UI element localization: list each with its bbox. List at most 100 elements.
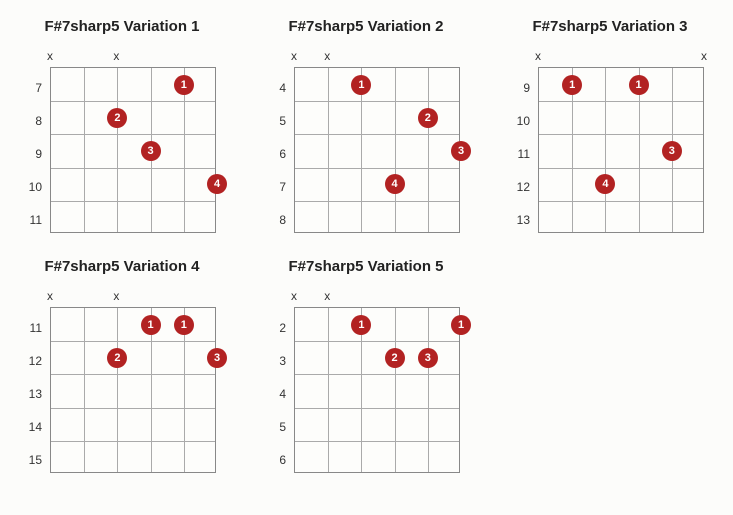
fret-label: 2 [266, 321, 286, 335]
fret-line [539, 101, 703, 102]
fretboard: 1234 [50, 67, 216, 233]
mute-row: xx [294, 49, 466, 63]
finger-dot: 4 [207, 174, 227, 194]
string-line [117, 308, 118, 472]
mute-row: xx [50, 49, 222, 63]
fret-line [51, 374, 215, 375]
chord-diagram: F#7sharp5 Variation 4xx11121314151123 [22, 258, 222, 480]
fretboard: 1123 [294, 307, 460, 473]
fret-line [295, 168, 459, 169]
mute-mark: x [291, 49, 297, 63]
fret-label: 4 [266, 387, 286, 401]
mute-mark: x [701, 49, 707, 63]
finger-dot: 3 [451, 141, 471, 161]
finger-dot: 1 [451, 315, 471, 335]
fret-label: 9 [22, 147, 42, 161]
chord-diagram: F#7sharp5 Variation 3xx9101112131134 [510, 18, 710, 240]
string-line [395, 68, 396, 232]
fret-label: 8 [266, 213, 286, 227]
string-line [84, 68, 85, 232]
fret-label: 10 [22, 180, 42, 194]
string-line [84, 308, 85, 472]
chord-grid: F#7sharp5 Variation 1xx78910111234F#7sha… [22, 18, 722, 480]
fret-label: 6 [266, 453, 286, 467]
mute-mark: x [324, 49, 330, 63]
fret-line [51, 168, 215, 169]
fret-label: 11 [22, 213, 42, 227]
chord-diagram: F#7sharp5 Variation 2xx456781234 [266, 18, 466, 240]
fret-label: 3 [266, 354, 286, 368]
finger-dot: 1 [141, 315, 161, 335]
fret-label: 14 [22, 420, 42, 434]
mute-mark: x [535, 49, 541, 63]
finger-dot: 4 [385, 174, 405, 194]
finger-dot: 3 [418, 348, 438, 368]
fret-label: 12 [510, 180, 530, 194]
fret-label: 13 [22, 387, 42, 401]
diagram: xx11121314151123 [22, 285, 222, 480]
fret-label: 11 [22, 321, 42, 335]
fret-line [51, 441, 215, 442]
fretboard: 1234 [294, 67, 460, 233]
fret-label: 10 [510, 114, 530, 128]
string-line [428, 308, 429, 472]
mute-mark: x [47, 49, 53, 63]
fret-line [295, 441, 459, 442]
fret-line [51, 134, 215, 135]
fret-line [295, 101, 459, 102]
finger-dot: 2 [107, 108, 127, 128]
string-line [328, 308, 329, 472]
finger-dot: 1 [174, 315, 194, 335]
finger-dot: 1 [629, 75, 649, 95]
chord-diagram: F#7sharp5 Variation 1xx78910111234 [22, 18, 222, 240]
finger-dot: 2 [418, 108, 438, 128]
finger-dot: 3 [662, 141, 682, 161]
mute-mark: x [47, 289, 53, 303]
fret-label: 12 [22, 354, 42, 368]
mute-mark: x [113, 289, 119, 303]
fret-label: 13 [510, 213, 530, 227]
fret-line [51, 201, 215, 202]
fret-line [51, 408, 215, 409]
mute-row: xx [294, 289, 466, 303]
fret-line [51, 101, 215, 102]
fret-line [51, 341, 215, 342]
fret-label: 15 [22, 453, 42, 467]
diagram: xx234561123 [266, 285, 466, 480]
fret-line [539, 201, 703, 202]
diagram: xx9101112131134 [510, 45, 710, 240]
fret-line [295, 341, 459, 342]
string-line [395, 308, 396, 472]
fret-label: 4 [266, 81, 286, 95]
chord-diagram: F#7sharp5 Variation 5xx234561123 [266, 258, 466, 480]
diagram: xx456781234 [266, 45, 466, 240]
finger-dot: 3 [141, 141, 161, 161]
diagram: xx78910111234 [22, 45, 222, 240]
fret-label: 9 [510, 81, 530, 95]
finger-dot: 1 [351, 75, 371, 95]
finger-dot: 1 [562, 75, 582, 95]
fret-label: 11 [510, 147, 530, 161]
chord-title: F#7sharp5 Variation 4 [22, 258, 222, 275]
fret-label: 5 [266, 420, 286, 434]
fret-label: 5 [266, 114, 286, 128]
fret-line [295, 408, 459, 409]
fretboard: 1 1 3 4 [538, 67, 704, 233]
mute-row: xx [538, 49, 710, 63]
string-line [428, 68, 429, 232]
finger-dot: 4 [595, 174, 615, 194]
finger-dot: 2 [107, 348, 127, 368]
chord-title: F#7sharp5 Variation 1 [22, 18, 222, 35]
fret-line [539, 134, 703, 135]
finger-dot: 2 [385, 348, 405, 368]
chord-title: F#7sharp5 Variation 3 [510, 18, 710, 35]
string-line [605, 68, 606, 232]
fret-label: 7 [266, 180, 286, 194]
fret-label: 6 [266, 147, 286, 161]
fret-label: 7 [22, 81, 42, 95]
chord-title: F#7sharp5 Variation 5 [266, 258, 466, 275]
fret-line [295, 201, 459, 202]
finger-dot: 1 [174, 75, 194, 95]
fret-line [295, 134, 459, 135]
string-line [328, 68, 329, 232]
